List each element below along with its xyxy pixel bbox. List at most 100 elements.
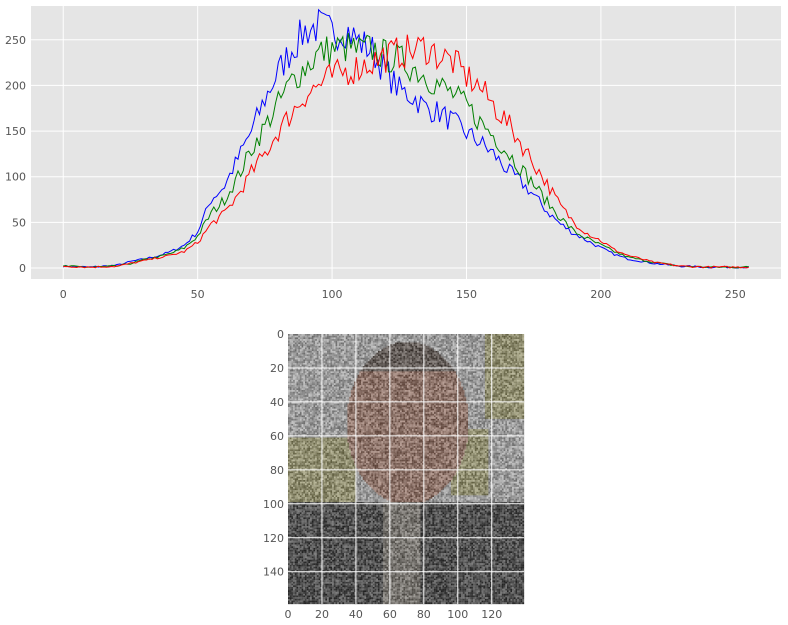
image-pixel <box>325 356 327 358</box>
image-pixel <box>300 348 302 350</box>
image-pixel <box>364 354 366 356</box>
image-pixel <box>354 344 356 346</box>
image-pixel <box>504 371 506 373</box>
image-pixel <box>409 392 411 394</box>
image-pixel <box>480 383 482 385</box>
image-pixel <box>344 358 346 360</box>
image-pixel <box>409 382 411 384</box>
image-pixel <box>443 353 445 355</box>
image-pixel <box>448 349 450 351</box>
image-pixel <box>431 358 433 360</box>
image-pixel <box>420 356 422 358</box>
image-pixel <box>361 358 363 360</box>
image-pixel <box>329 361 331 363</box>
image-pixel <box>359 376 361 378</box>
image-pixel <box>371 393 373 395</box>
image-pixel <box>409 385 411 387</box>
image-pixel <box>353 353 355 355</box>
image-pixel <box>480 334 482 336</box>
image-pixel <box>514 346 516 348</box>
image-pixel <box>507 346 509 348</box>
image-pixel <box>346 351 348 353</box>
image-pixel <box>329 388 331 390</box>
image-pixel <box>358 361 360 363</box>
image-pixel <box>298 342 300 344</box>
image-pixel <box>288 363 290 365</box>
image-pixel <box>308 378 310 380</box>
image-pixel <box>296 339 298 341</box>
image-pixel <box>451 339 453 341</box>
image-pixel <box>487 385 489 387</box>
image-pixel <box>366 349 368 351</box>
image-pixel <box>327 346 329 348</box>
image-pixel <box>483 388 485 390</box>
image-pixel <box>288 365 290 367</box>
image-pixel <box>305 388 307 390</box>
image-pixel <box>381 361 383 363</box>
image-pixel <box>363 393 365 395</box>
image-pixel <box>468 376 470 378</box>
image-pixel <box>402 361 404 363</box>
image-pixel <box>398 366 400 368</box>
image-pixel <box>422 378 424 380</box>
image-pixel <box>346 348 348 350</box>
image-pixel <box>296 383 298 385</box>
image-pixel <box>476 373 478 375</box>
image-pixel <box>371 366 373 368</box>
image-pixel <box>468 373 470 375</box>
image-pixel <box>422 380 424 382</box>
image-pixel <box>354 348 356 350</box>
image-pixel <box>380 346 382 348</box>
image-pixel <box>403 385 405 387</box>
image-pixel <box>288 380 290 382</box>
image-pixel <box>478 337 480 339</box>
image-pixel <box>395 353 397 355</box>
image-pixel <box>410 359 412 361</box>
image-pixel <box>407 342 409 344</box>
image-pixel <box>437 376 439 378</box>
image-pixel <box>381 393 383 395</box>
image-pixel <box>419 342 421 344</box>
image-pixel <box>465 351 467 353</box>
image-pixel <box>303 353 305 355</box>
image-pixel <box>448 393 450 395</box>
image-pixel <box>376 383 378 385</box>
image-pixel <box>514 342 516 344</box>
image-pixel <box>398 334 400 336</box>
image-pixel <box>313 359 315 361</box>
image-pixel <box>461 392 463 394</box>
image-pixel <box>431 351 433 353</box>
image-pixel <box>324 376 326 378</box>
image-pixel <box>476 387 478 389</box>
image-pixel <box>290 336 292 338</box>
image-pixel <box>451 388 453 390</box>
image-pixel <box>509 375 511 377</box>
image-pixel <box>443 376 445 378</box>
image-pixel <box>386 387 388 389</box>
image-pixel <box>307 349 309 351</box>
image-pixel <box>376 334 378 336</box>
image-pixel <box>436 387 438 389</box>
image-pixel <box>510 346 512 348</box>
image-pixel <box>512 337 514 339</box>
image-pixel <box>478 359 480 361</box>
image-pixel <box>322 393 324 395</box>
image-pixel <box>519 376 521 378</box>
line-plot-y-tick-label: 250 <box>5 34 26 47</box>
image-pixel <box>417 388 419 390</box>
image-pixel <box>293 365 295 367</box>
image-pixel <box>371 342 373 344</box>
image-pixel <box>342 393 344 395</box>
image-pixel <box>373 382 375 384</box>
image-pixel <box>339 356 341 358</box>
image-pixel <box>521 383 523 385</box>
image-pixel <box>424 336 426 338</box>
image-pixel <box>473 353 475 355</box>
image-pixel <box>454 373 456 375</box>
image-pixel <box>332 385 334 387</box>
image-pixel <box>395 371 397 373</box>
image-pixel <box>293 376 295 378</box>
image-pixel <box>504 363 506 365</box>
image-pixel <box>341 346 343 348</box>
image-pixel <box>342 387 344 389</box>
